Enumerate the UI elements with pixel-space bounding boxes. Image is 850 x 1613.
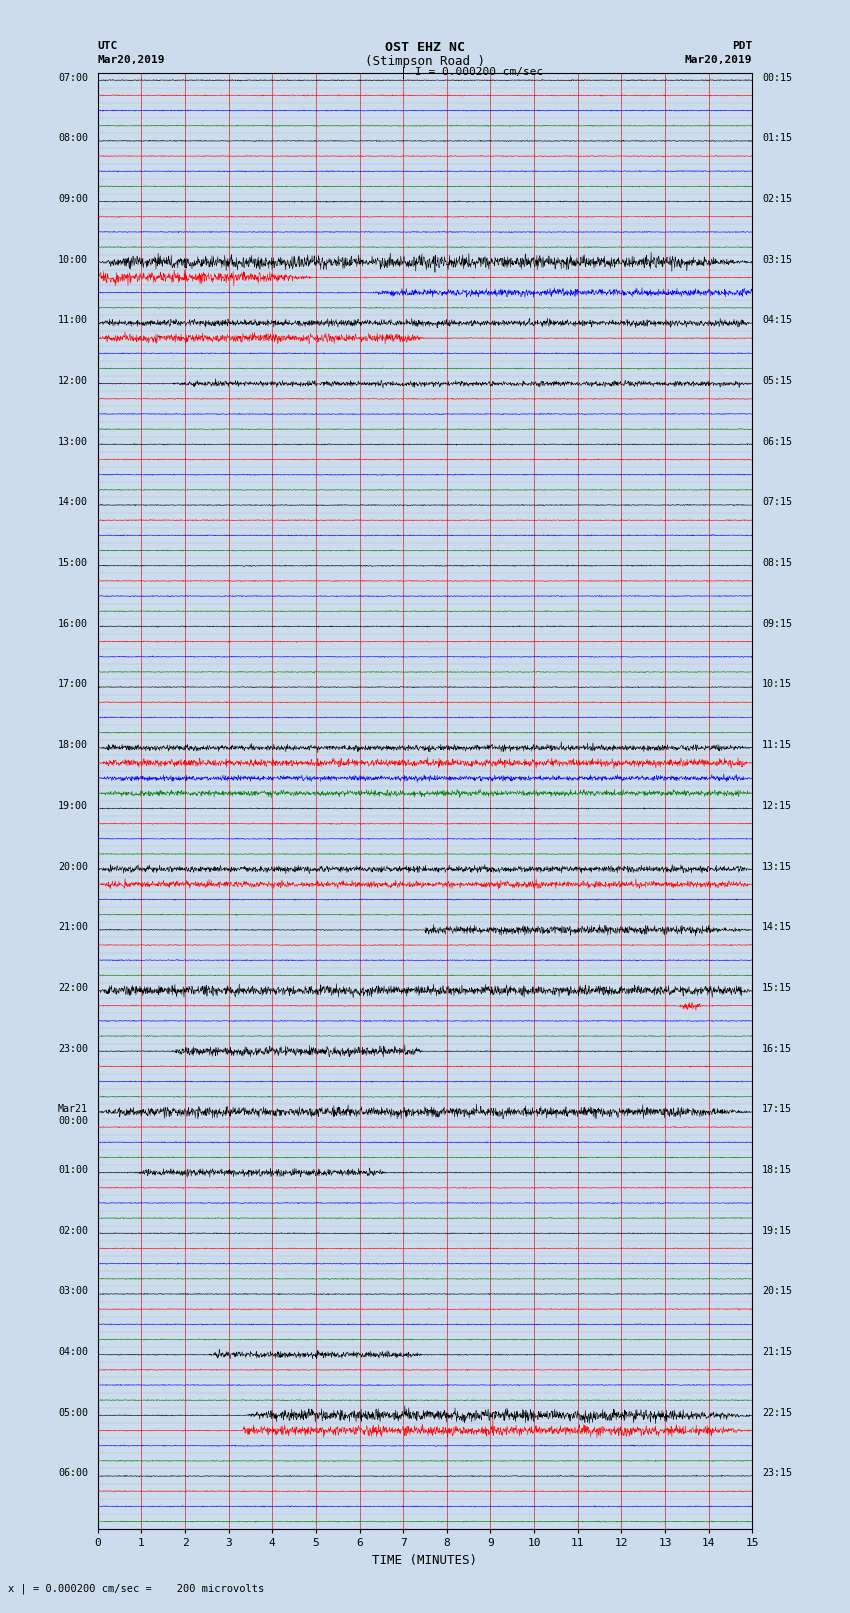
- Text: 13:15: 13:15: [762, 861, 792, 871]
- Text: 18:00: 18:00: [58, 740, 88, 750]
- Text: 06:00: 06:00: [58, 1468, 88, 1479]
- Text: PDT: PDT: [732, 40, 752, 52]
- Text: Mar20,2019: Mar20,2019: [98, 55, 165, 65]
- Text: 23:15: 23:15: [762, 1468, 792, 1479]
- Text: 15:15: 15:15: [762, 982, 792, 994]
- Text: 14:15: 14:15: [762, 923, 792, 932]
- Text: 17:15: 17:15: [762, 1105, 792, 1115]
- Text: 01:15: 01:15: [762, 134, 792, 144]
- Text: 09:15: 09:15: [762, 619, 792, 629]
- Text: 03:15: 03:15: [762, 255, 792, 265]
- Text: 04:00: 04:00: [58, 1347, 88, 1357]
- Text: 17:00: 17:00: [58, 679, 88, 689]
- Text: I = 0.000200 cm/sec: I = 0.000200 cm/sec: [415, 66, 543, 77]
- Text: 19:15: 19:15: [762, 1226, 792, 1236]
- Text: 10:00: 10:00: [58, 255, 88, 265]
- Text: (Stimpson Road ): (Stimpson Road ): [365, 55, 485, 68]
- Text: 02:15: 02:15: [762, 194, 792, 203]
- Text: Mar21
00:00: Mar21 00:00: [58, 1105, 88, 1126]
- Text: 08:00: 08:00: [58, 134, 88, 144]
- Text: Mar20,2019: Mar20,2019: [685, 55, 752, 65]
- Text: 12:00: 12:00: [58, 376, 88, 386]
- Text: OST EHZ NC: OST EHZ NC: [385, 40, 465, 55]
- Text: 12:15: 12:15: [762, 802, 792, 811]
- Text: 00:15: 00:15: [762, 73, 792, 82]
- Text: x | = 0.000200 cm/sec =    200 microvolts: x | = 0.000200 cm/sec = 200 microvolts: [8, 1582, 264, 1594]
- Text: 22:15: 22:15: [762, 1408, 792, 1418]
- Text: 09:00: 09:00: [58, 194, 88, 203]
- Text: 21:00: 21:00: [58, 923, 88, 932]
- Text: 20:00: 20:00: [58, 861, 88, 871]
- X-axis label: TIME (MINUTES): TIME (MINUTES): [372, 1553, 478, 1566]
- Text: 21:15: 21:15: [762, 1347, 792, 1357]
- Text: 14:00: 14:00: [58, 497, 88, 508]
- Text: 07:00: 07:00: [58, 73, 88, 82]
- Text: 02:00: 02:00: [58, 1226, 88, 1236]
- Text: 15:00: 15:00: [58, 558, 88, 568]
- Text: 06:15: 06:15: [762, 437, 792, 447]
- Text: 07:15: 07:15: [762, 497, 792, 508]
- Text: 13:00: 13:00: [58, 437, 88, 447]
- Text: 19:00: 19:00: [58, 802, 88, 811]
- Text: UTC: UTC: [98, 40, 118, 52]
- Text: 16:15: 16:15: [762, 1044, 792, 1053]
- Text: 05:00: 05:00: [58, 1408, 88, 1418]
- Text: 05:15: 05:15: [762, 376, 792, 386]
- Text: 01:00: 01:00: [58, 1165, 88, 1174]
- Text: 18:15: 18:15: [762, 1165, 792, 1174]
- Text: 08:15: 08:15: [762, 558, 792, 568]
- Text: 22:00: 22:00: [58, 982, 88, 994]
- Text: 20:15: 20:15: [762, 1287, 792, 1297]
- Text: 23:00: 23:00: [58, 1044, 88, 1053]
- Text: 16:00: 16:00: [58, 619, 88, 629]
- Text: 10:15: 10:15: [762, 679, 792, 689]
- Text: 11:00: 11:00: [58, 316, 88, 326]
- Text: 03:00: 03:00: [58, 1287, 88, 1297]
- Text: 04:15: 04:15: [762, 316, 792, 326]
- Text: |: |: [400, 66, 407, 81]
- Text: 11:15: 11:15: [762, 740, 792, 750]
